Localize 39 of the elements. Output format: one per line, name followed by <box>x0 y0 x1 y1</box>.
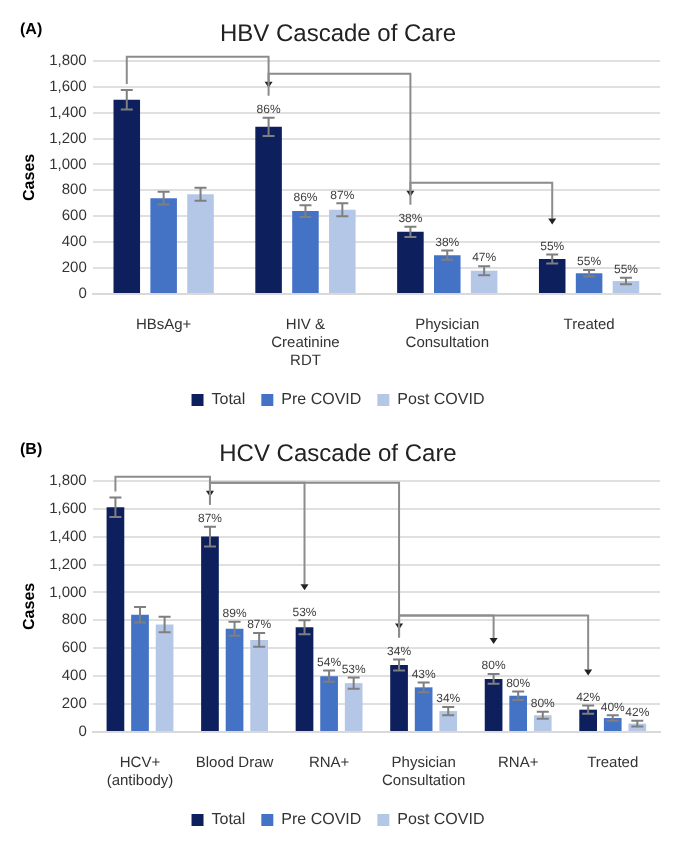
bar <box>106 507 125 731</box>
bar <box>538 259 566 293</box>
bar <box>414 687 433 731</box>
legend-label: Total <box>211 810 246 829</box>
bar <box>509 695 528 731</box>
bar <box>201 536 219 731</box>
bar <box>150 198 177 293</box>
bar <box>397 231 424 293</box>
bar <box>344 683 363 731</box>
bar <box>579 709 597 731</box>
bar <box>131 614 149 731</box>
bar <box>187 194 214 293</box>
bar <box>255 126 282 293</box>
bar <box>113 99 141 293</box>
bar <box>225 628 244 731</box>
legend-label: Pre COVID <box>281 810 362 829</box>
bar <box>434 255 461 293</box>
bar <box>292 211 319 293</box>
text: (A) <box>20 20 43 39</box>
bar <box>320 676 338 731</box>
bar <box>390 665 408 731</box>
legend-label: Post COVID <box>397 390 485 409</box>
bar <box>155 624 174 731</box>
bar <box>484 678 503 731</box>
legend-label: Post COVID <box>397 810 485 829</box>
bar <box>470 270 498 293</box>
bar <box>612 281 640 293</box>
text: (B) <box>20 440 43 459</box>
chart-title: HCV Cascade of Care <box>219 439 458 468</box>
legend-label: Pre COVID <box>281 390 362 409</box>
bar <box>575 273 603 293</box>
bar <box>250 639 268 731</box>
legend-label: Total <box>211 390 246 409</box>
bar <box>439 711 458 731</box>
bar <box>295 627 314 731</box>
chart-title: HBV Cascade of Care <box>219 19 457 48</box>
bar <box>329 209 356 293</box>
y-axis-title: Cases <box>20 152 39 201</box>
y-axis-title: Cases <box>20 581 39 630</box>
